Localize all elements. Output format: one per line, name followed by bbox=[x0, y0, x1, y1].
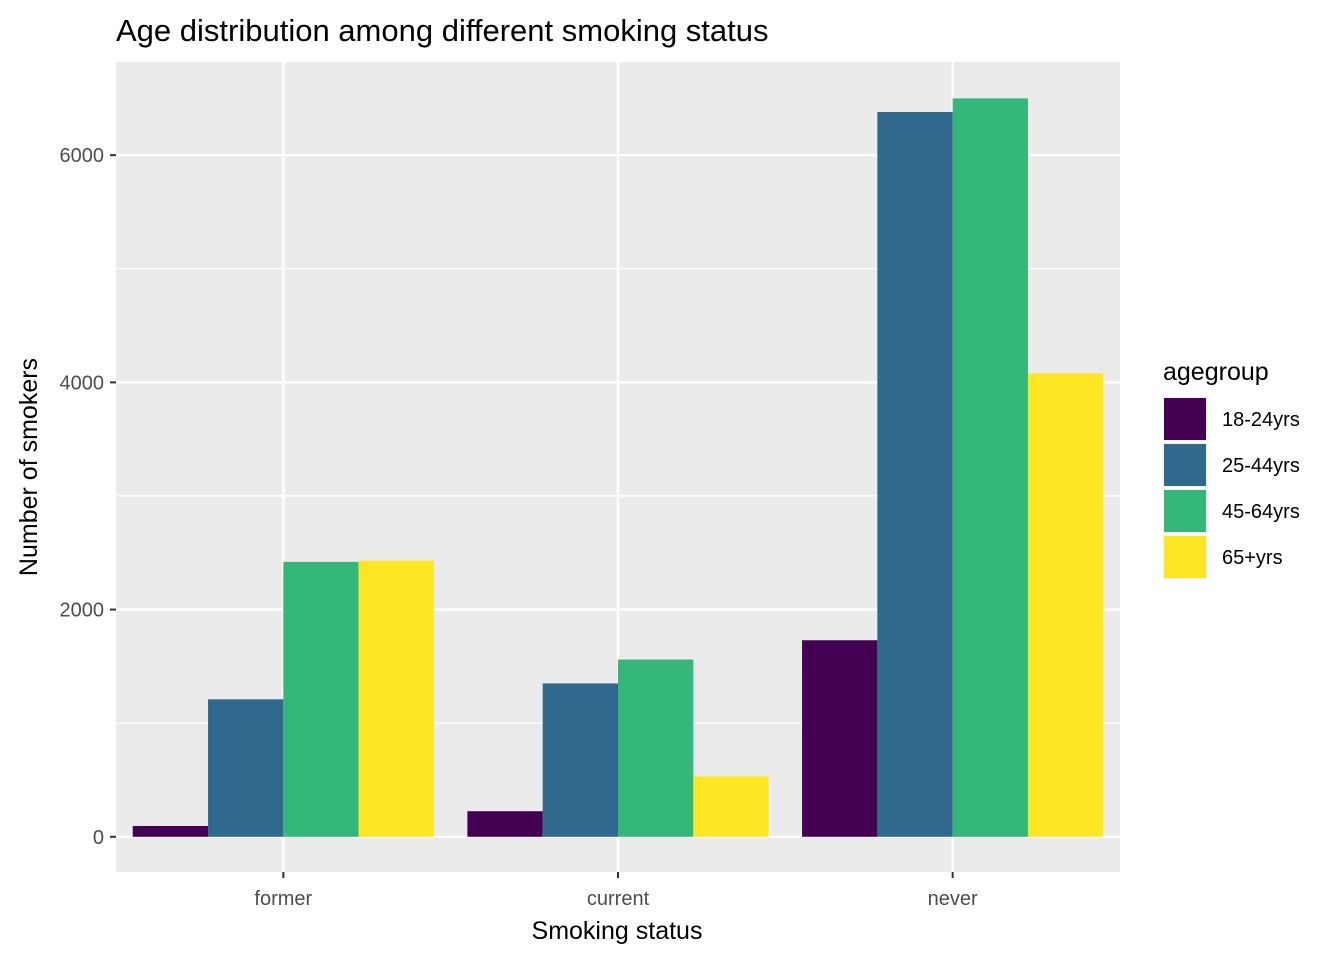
bar bbox=[1027, 373, 1104, 837]
legend-label: 18-24yrs bbox=[1222, 409, 1300, 431]
bar bbox=[802, 640, 878, 837]
legend: agegroup 18-24yrs 25-44yrs 45-64yrs 65+yrs bbox=[1163, 358, 1300, 579]
legend-title: agegroup bbox=[1163, 358, 1269, 386]
bar bbox=[693, 776, 769, 837]
legend-swatch bbox=[1164, 444, 1206, 486]
x-axis: former current never bbox=[254, 872, 978, 910]
chart-title: Age distribution among different smoking… bbox=[116, 13, 769, 48]
y-axis: 0 2000 4000 6000 bbox=[60, 145, 116, 849]
bar bbox=[132, 825, 209, 837]
legend-items: 18-24yrs 25-44yrs 45-64yrs 65+yrs bbox=[1163, 397, 1300, 579]
bar bbox=[283, 561, 359, 837]
bar bbox=[358, 560, 434, 837]
legend-swatch bbox=[1164, 490, 1206, 532]
y-tick-label: 2000 bbox=[60, 600, 105, 622]
y-axis-title: Number of smokers bbox=[15, 358, 43, 576]
x-tick-label: never bbox=[928, 888, 978, 910]
legend-swatch bbox=[1164, 536, 1206, 578]
y-tick-label: 0 bbox=[93, 827, 104, 849]
legend-label: 45-64yrs bbox=[1222, 501, 1300, 523]
bar bbox=[618, 659, 694, 837]
x-tick-label: current bbox=[587, 888, 650, 910]
y-tick-label: 6000 bbox=[60, 145, 105, 167]
bar bbox=[952, 98, 1028, 837]
bars-group bbox=[132, 98, 1104, 837]
bar bbox=[467, 811, 543, 837]
bar bbox=[208, 699, 284, 837]
x-tick-label: former bbox=[254, 888, 312, 910]
bar bbox=[877, 111, 953, 837]
legend-label: 65+yrs bbox=[1222, 547, 1283, 569]
x-axis-title: Smoking status bbox=[532, 917, 703, 945]
y-tick-label: 4000 bbox=[60, 372, 105, 394]
legend-label: 25-44yrs bbox=[1222, 455, 1300, 477]
legend-swatch bbox=[1164, 398, 1206, 440]
bar bbox=[542, 683, 618, 837]
